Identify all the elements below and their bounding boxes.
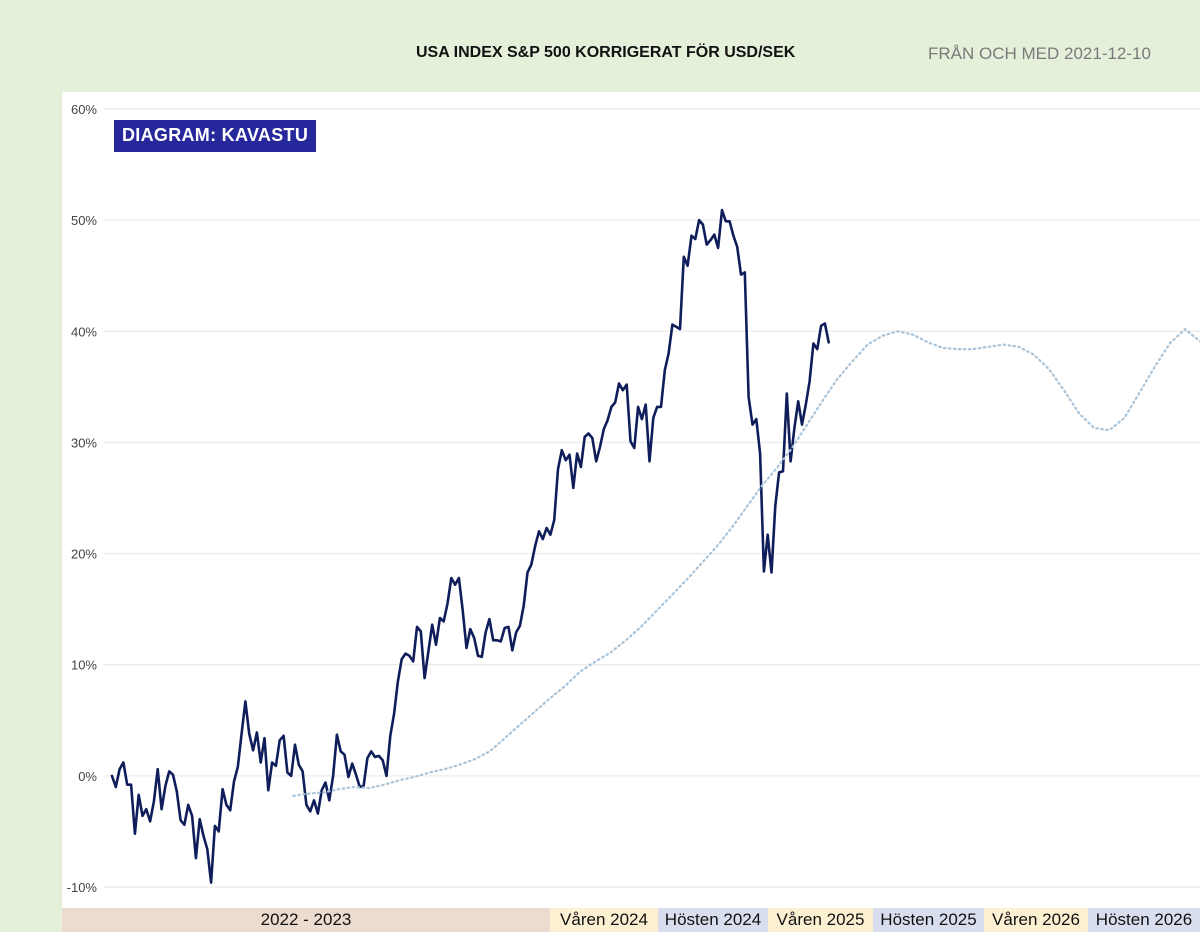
y-tick-label: 60% [71, 102, 97, 117]
index-series-line [110, 208, 831, 884]
y-tick-label: 50% [71, 213, 97, 228]
y-tick-label: 40% [71, 324, 97, 339]
period-label: Våren 2026 [984, 908, 1088, 932]
y-tick-label: 10% [71, 658, 97, 673]
plot-area [62, 92, 1200, 908]
period-label: Hösten 2024 [658, 908, 768, 932]
chart-subtitle: FRÅN OCH MED 2021-12-10 [928, 44, 1151, 63]
y-tick-label: -10% [67, 880, 98, 895]
chart-title: USA INDEX S&P 500 KORRIGERAT FÖR USD/SEK [416, 44, 796, 61]
y-tick-label: 30% [71, 435, 97, 450]
period-label: Hösten 2025 [873, 908, 984, 932]
chart-credit-badge: DIAGRAM: KAVASTU [114, 120, 317, 152]
y-tick-label: 0% [78, 769, 97, 784]
forecast-series-line [292, 328, 1200, 798]
period-label: Våren 2025 [768, 908, 873, 932]
period-label: Våren 2024 [550, 908, 658, 932]
period-label: 2022 - 2023 [62, 908, 550, 932]
y-tick-label: 20% [71, 547, 97, 562]
period-label: Hösten 2026 [1088, 908, 1200, 932]
period-bar: 2022 - 2023 Våren 2024 Hösten 2024 Våren 20… [62, 908, 1200, 932]
